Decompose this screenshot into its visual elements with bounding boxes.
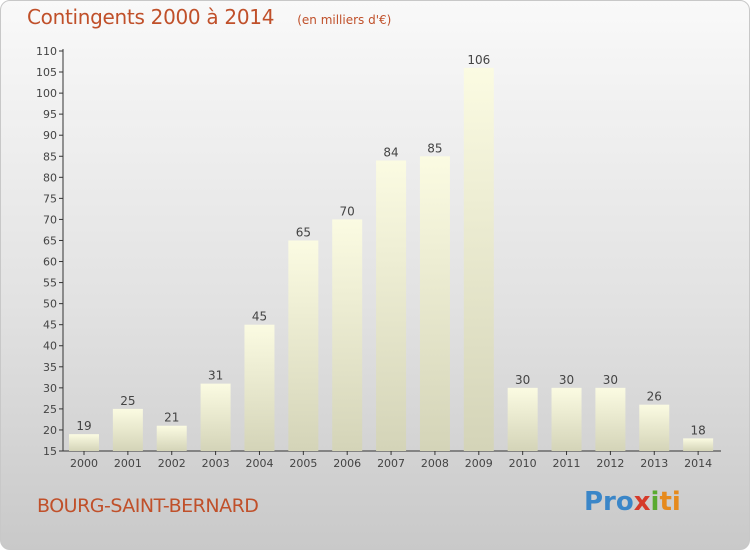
y-tick-label: 35 (43, 361, 57, 374)
bar (463, 67, 494, 451)
x-tick-label: 2005 (289, 457, 317, 470)
y-tick-label: 60 (43, 256, 57, 269)
logo-part: x (633, 487, 651, 517)
proxiti-logo: Proxiti (584, 487, 681, 517)
x-tick-label: 2012 (596, 457, 624, 470)
data-label: 84 (383, 145, 398, 159)
y-tick-label: 50 (43, 298, 57, 311)
y-tick-label: 70 (43, 213, 57, 226)
bar (156, 425, 187, 451)
data-label: 106 (467, 53, 490, 67)
logo-part: Pro (584, 487, 634, 517)
bar (507, 387, 538, 451)
data-label: 70 (340, 204, 355, 218)
data-label: 21 (164, 411, 179, 425)
data-label: 30 (559, 373, 574, 387)
y-tick-label: 110 (36, 45, 57, 58)
y-tick-label: 40 (43, 340, 57, 353)
y-tick-label: 95 (43, 108, 57, 121)
x-tick-label: 2003 (202, 457, 230, 470)
data-label: 45 (252, 310, 267, 324)
data-label: 30 (515, 373, 530, 387)
y-tick-label: 20 (43, 424, 57, 437)
x-tick-label: 2009 (465, 457, 493, 470)
x-tick-label: 2010 (509, 457, 537, 470)
bar (332, 219, 363, 451)
title-row: Contingents 2000 à 2014 (en milliers d'€… (27, 5, 391, 29)
data-label: 65 (296, 225, 311, 239)
bar (288, 240, 319, 451)
y-tick-label: 105 (36, 66, 57, 79)
x-tick-label: 2014 (684, 457, 712, 470)
logo-part: ti (659, 487, 681, 517)
bar (419, 156, 450, 451)
x-tick-label: 2002 (158, 457, 186, 470)
logo-part: i (650, 487, 660, 517)
bar (595, 387, 626, 451)
x-tick-label: 2008 (421, 457, 449, 470)
x-tick-label: 2013 (640, 457, 668, 470)
y-tick-label: 55 (43, 277, 57, 290)
y-tick-label: 85 (43, 150, 57, 163)
bar (69, 434, 99, 451)
x-tick-label: 2011 (553, 457, 581, 470)
bar (683, 438, 714, 451)
data-label: 18 (690, 423, 705, 437)
y-tick-label: 100 (36, 87, 57, 100)
bar (639, 404, 670, 451)
x-tick-label: 2006 (333, 457, 361, 470)
bar (200, 383, 231, 451)
bar (376, 160, 407, 451)
y-tick-label: 65 (43, 234, 57, 247)
data-label: 26 (647, 390, 662, 404)
y-tick-label: 25 (43, 403, 57, 416)
x-tick-label: 2007 (377, 457, 405, 470)
bar (244, 324, 275, 451)
y-tick-label: 75 (43, 192, 57, 205)
chart-title: Contingents 2000 à 2014 (27, 5, 275, 29)
data-label: 30 (603, 373, 618, 387)
data-label: 31 (208, 369, 223, 383)
x-tick-label: 2000 (70, 457, 98, 470)
x-tick-label: 2001 (114, 457, 142, 470)
data-label: 25 (120, 394, 135, 408)
chart-subtitle: (en milliers d'€) (297, 13, 392, 27)
place-name: BOURG-SAINT-BERNARD (37, 495, 259, 517)
y-tick-label: 30 (43, 382, 57, 395)
data-label: 19 (76, 419, 91, 433)
y-tick-label: 15 (43, 445, 57, 458)
data-label: 85 (427, 141, 442, 155)
y-tick-label: 80 (43, 171, 57, 184)
bar (112, 408, 143, 451)
x-tick-label: 2004 (245, 457, 273, 470)
y-tick-label: 90 (43, 129, 57, 142)
y-tick-label: 45 (43, 319, 57, 332)
bar (551, 387, 582, 451)
